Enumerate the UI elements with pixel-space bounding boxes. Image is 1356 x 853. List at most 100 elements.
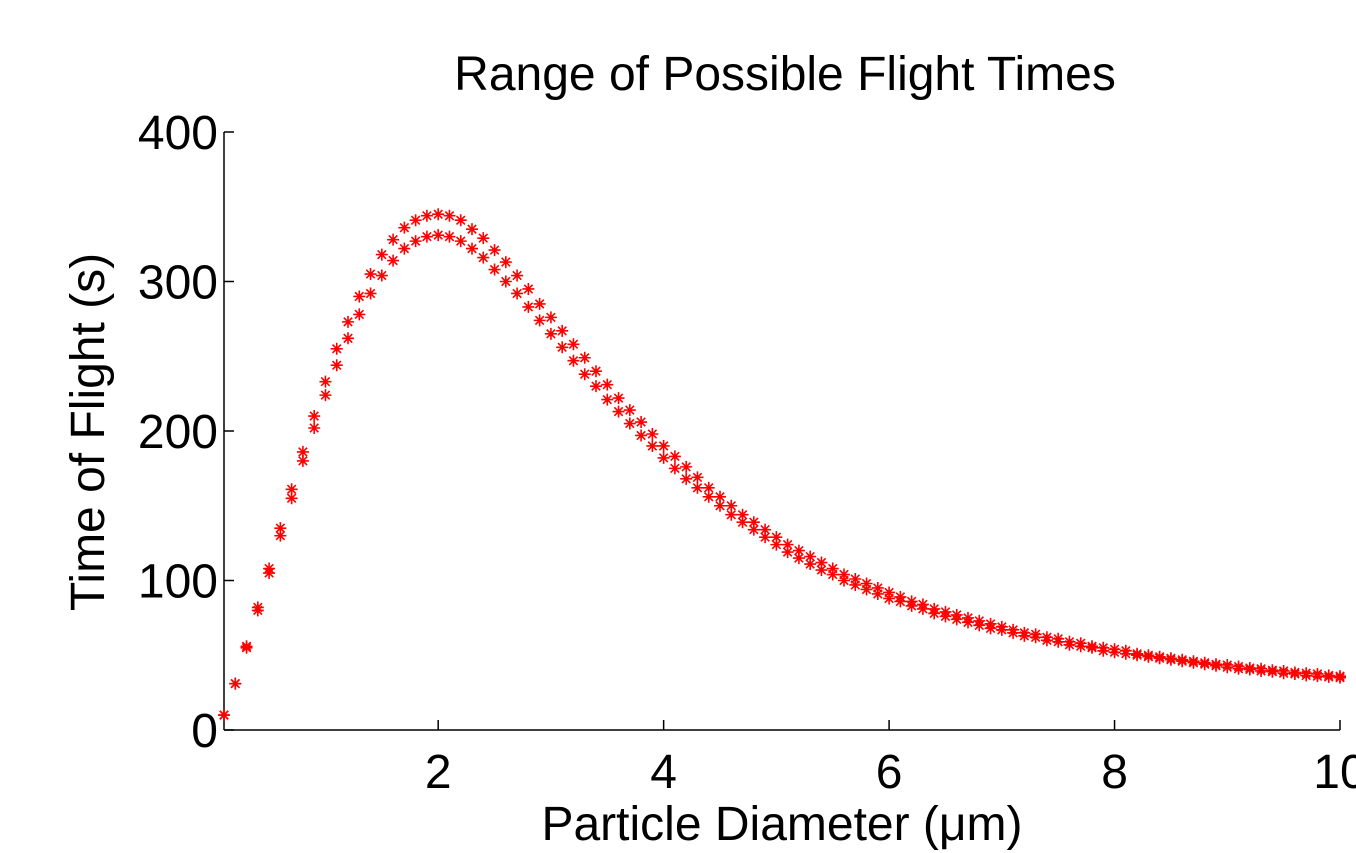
data-point — [623, 417, 636, 430]
series-1 — [218, 208, 1346, 722]
data-point — [770, 531, 783, 544]
data-point — [364, 268, 377, 281]
data-point — [747, 516, 760, 529]
data-point — [623, 404, 636, 417]
data-point — [714, 490, 726, 503]
data-point — [1153, 652, 1166, 665]
data-point — [567, 338, 580, 351]
data-point — [691, 481, 704, 494]
data-point — [499, 275, 512, 288]
data-point — [714, 499, 726, 512]
data-point — [725, 508, 738, 521]
data-point — [1119, 647, 1132, 660]
data-point — [533, 314, 546, 327]
data-point — [398, 242, 411, 255]
data-point — [601, 378, 614, 391]
x-tick-label: 4 — [650, 746, 677, 799]
data-point — [781, 538, 794, 551]
data-point — [296, 445, 309, 458]
x-tick-label: 6 — [876, 746, 903, 799]
data-point — [1322, 670, 1335, 683]
data-point — [432, 208, 445, 221]
data-point — [657, 439, 670, 452]
data-point — [1232, 662, 1245, 675]
data-point — [646, 439, 659, 452]
data-point — [1266, 665, 1279, 678]
data-point — [488, 263, 501, 276]
data-point — [1063, 638, 1076, 651]
data-point — [680, 460, 693, 473]
data-point — [804, 558, 817, 571]
data-point — [285, 492, 298, 505]
data-point — [759, 531, 772, 544]
data-point — [330, 342, 343, 355]
data-point — [240, 641, 253, 654]
data-point — [308, 410, 321, 423]
data-point — [364, 287, 377, 300]
data-point — [668, 462, 681, 475]
data-point — [1040, 634, 1053, 647]
data-point — [815, 564, 828, 577]
data-point — [736, 508, 749, 521]
data-point — [556, 341, 569, 354]
data-point — [1334, 671, 1346, 684]
data-point — [1018, 629, 1031, 642]
data-point — [860, 583, 873, 596]
data-point — [398, 221, 411, 234]
y-tick-label: 400 — [138, 107, 218, 160]
data-point — [815, 556, 828, 569]
data-points — [218, 208, 1346, 722]
data-point — [556, 324, 569, 337]
data-point — [1243, 663, 1256, 676]
data-point — [353, 290, 366, 303]
data-point — [296, 454, 309, 467]
data-point — [511, 269, 524, 282]
data-point — [950, 613, 963, 626]
data-point — [928, 607, 941, 620]
data-point — [1176, 655, 1189, 668]
data-point — [1187, 656, 1200, 669]
data-point — [792, 544, 805, 557]
data-point — [590, 380, 602, 393]
data-point — [342, 332, 354, 345]
data-point — [522, 282, 535, 295]
data-point — [1131, 649, 1144, 662]
data-point — [432, 229, 445, 242]
data-point — [635, 429, 648, 442]
chart-title: Range of Possible Flight Times — [454, 48, 1116, 101]
data-point — [387, 254, 400, 267]
data-point — [702, 490, 715, 503]
data-point — [849, 578, 862, 591]
data-point — [522, 300, 535, 313]
data-point — [702, 481, 715, 494]
data-point — [274, 522, 287, 535]
data-point — [781, 546, 794, 559]
data-point — [477, 232, 490, 245]
data-point — [1142, 650, 1155, 663]
data-point — [939, 610, 952, 623]
x-tick-label: 8 — [1101, 746, 1128, 799]
data-point — [353, 308, 366, 321]
y-axis-label: Time of Flight (s) — [62, 253, 115, 611]
data-point — [1277, 667, 1290, 680]
data-point — [263, 567, 276, 580]
x-axis-label: Particle Diameter (μm) — [541, 798, 1022, 851]
y-tick-label: 300 — [138, 257, 218, 310]
data-point — [1311, 670, 1324, 683]
data-point — [657, 451, 670, 464]
data-point — [308, 422, 321, 435]
data-point — [544, 311, 557, 324]
data-point — [285, 483, 298, 496]
data-point — [1086, 641, 1098, 654]
data-point — [601, 393, 614, 406]
series-2 — [218, 229, 1346, 722]
data-point — [1221, 661, 1234, 674]
data-point — [443, 230, 456, 243]
data-point — [916, 602, 929, 615]
data-point — [1029, 631, 1042, 644]
data-point — [330, 359, 343, 372]
data-point — [229, 677, 242, 690]
data-point — [691, 471, 704, 484]
data-point — [578, 368, 591, 381]
